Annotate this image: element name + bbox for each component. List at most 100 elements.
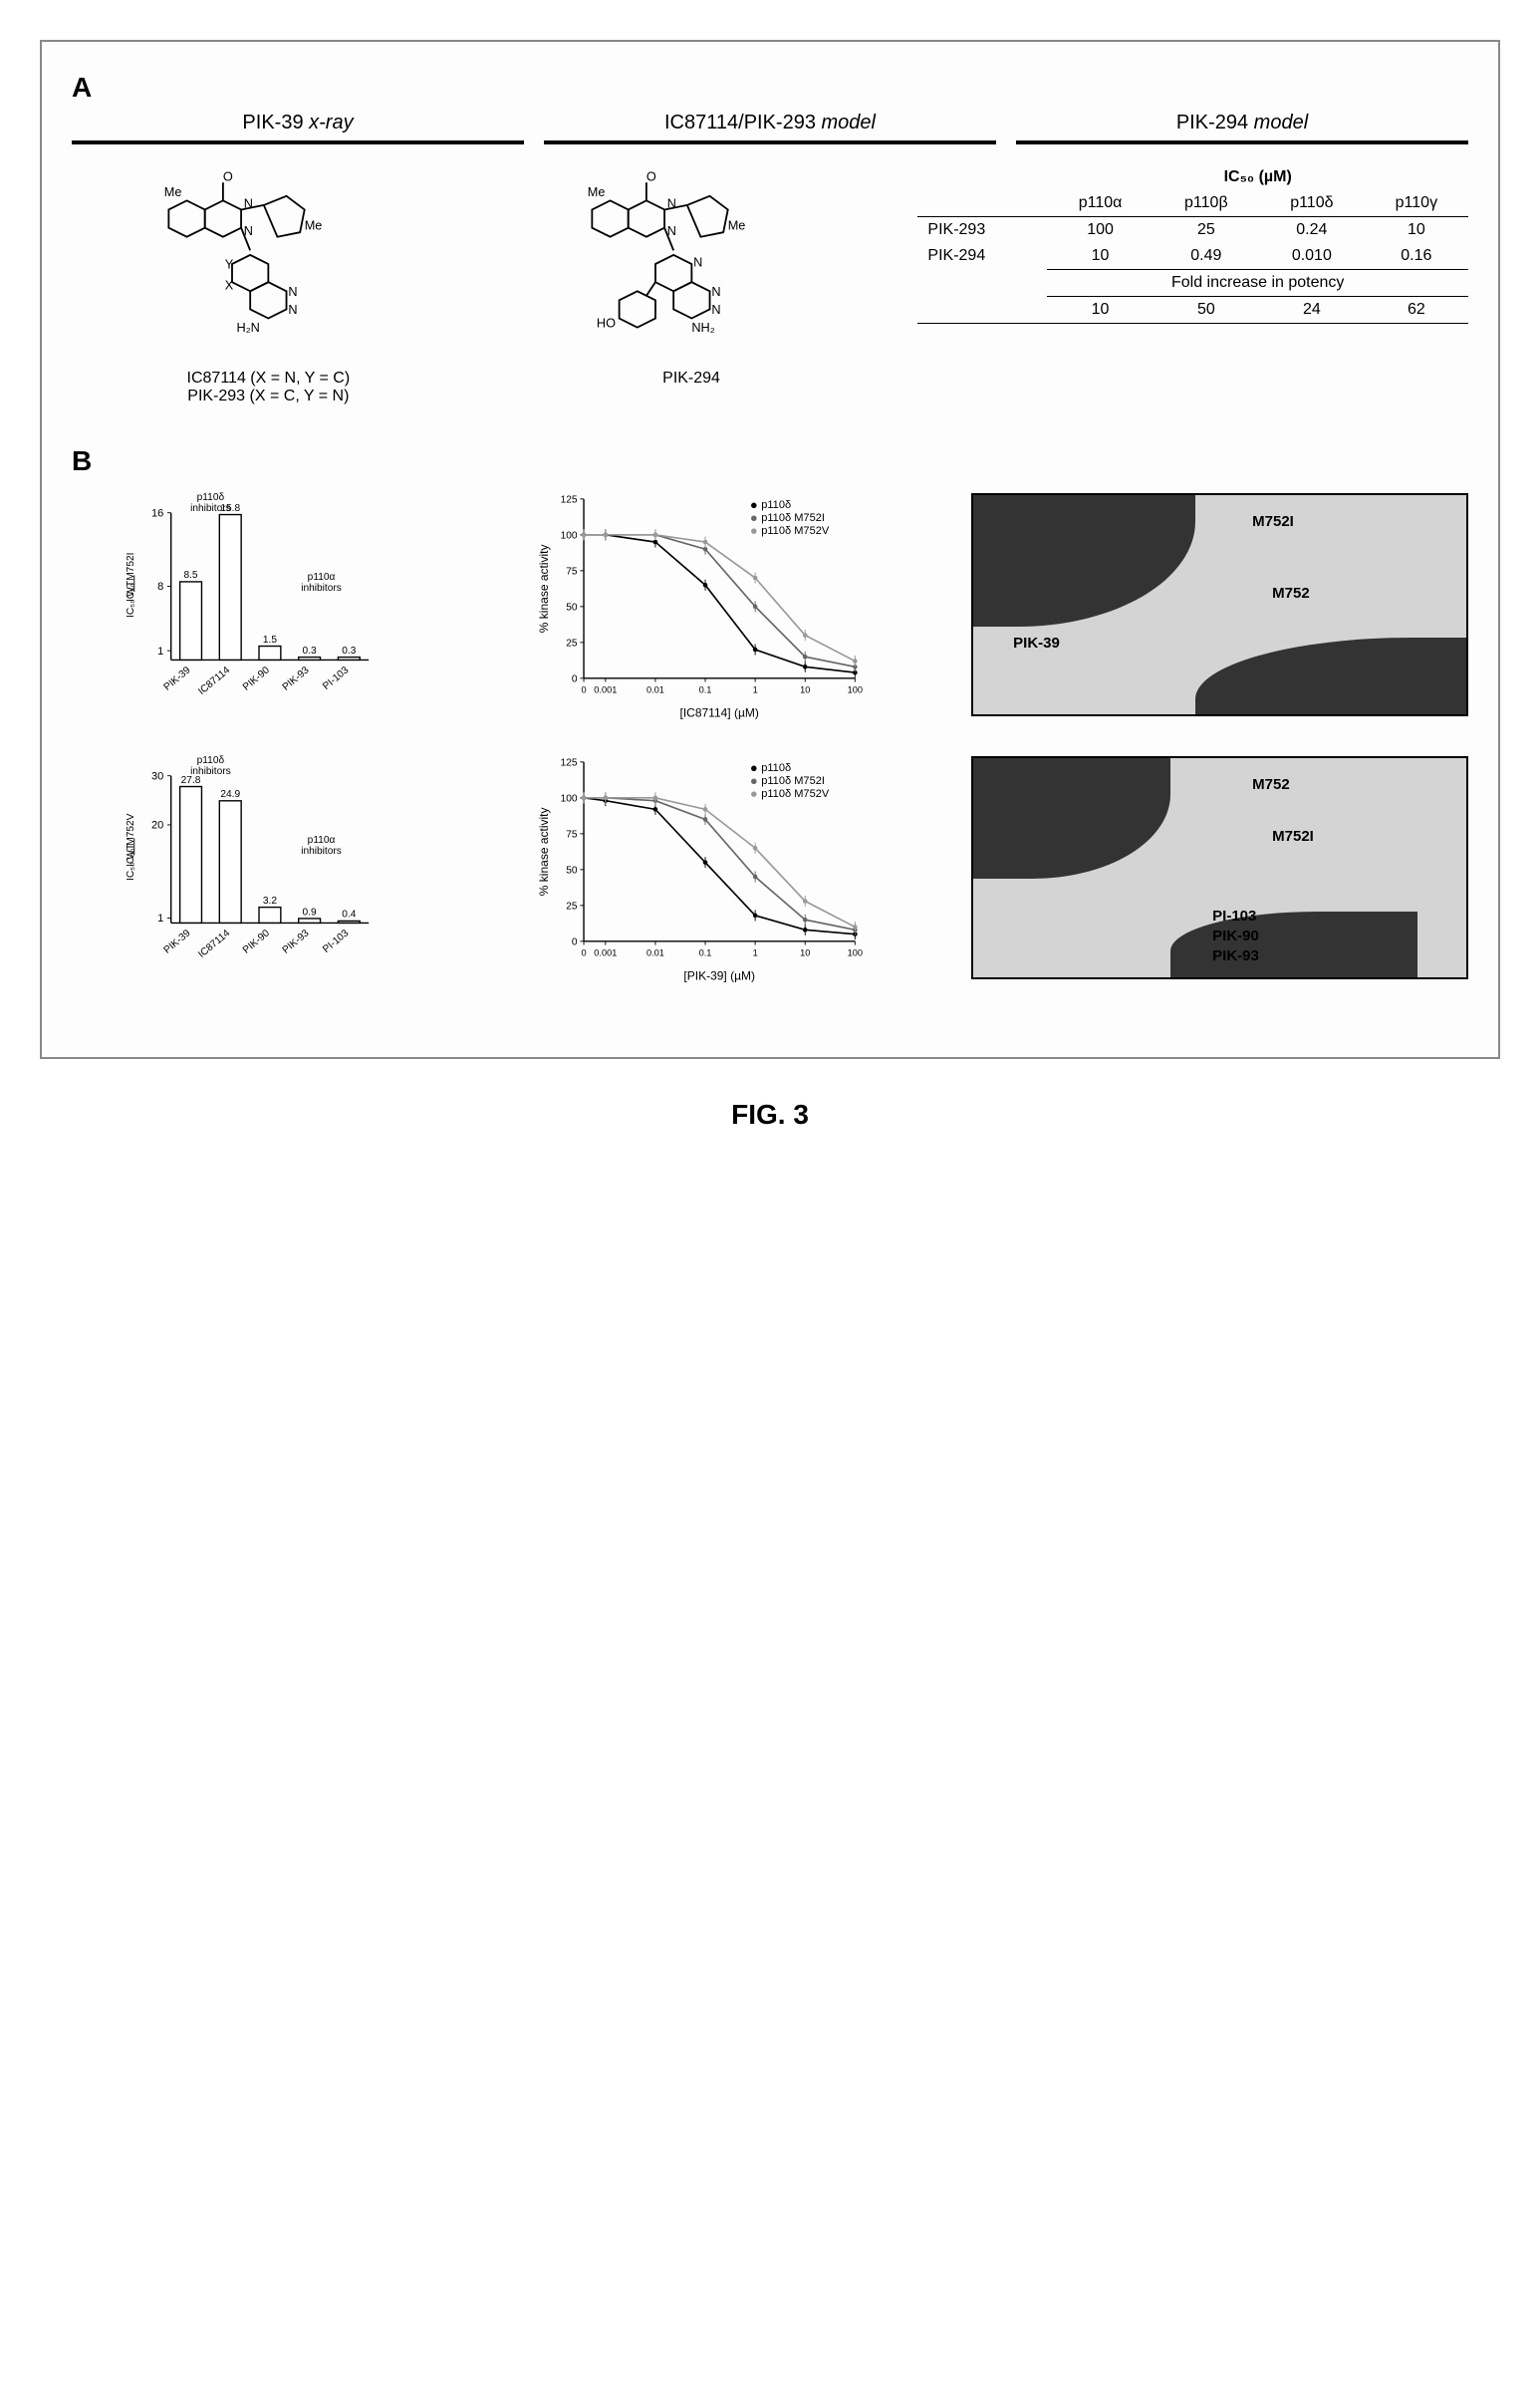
svg-text:0: 0 <box>582 948 587 958</box>
ic50-row-0-name: PIK-293 <box>917 217 1047 244</box>
mid-row: Me O N Me N Y X N N H₂N IC87114 (X = N, … <box>72 164 1468 405</box>
svg-text:0.1: 0.1 <box>699 685 712 695</box>
svg-text:0.001: 0.001 <box>595 948 618 958</box>
svg-text:50: 50 <box>567 603 579 614</box>
svg-text:3.2: 3.2 <box>263 896 277 907</box>
struct-1-label-4: PIK-93 <box>1212 947 1259 964</box>
svg-text:0: 0 <box>572 674 578 685</box>
svg-text:8.5: 8.5 <box>183 570 197 581</box>
svg-text:p110δ: p110δ <box>197 755 225 766</box>
svg-text:PIK-90: PIK-90 <box>241 665 272 693</box>
svg-text:[IC87114] (µM): [IC87114] (µM) <box>680 706 759 720</box>
chem1-y: Y <box>225 257 234 272</box>
crystal-col-1: IC87114/PIK-293 model E880 V882 <box>544 112 996 144</box>
chem1-o: O <box>223 168 233 183</box>
svg-text:p110δ: p110δ <box>762 499 792 511</box>
chem1-n4: N <box>288 302 297 317</box>
panel-b-label: B <box>72 445 1468 477</box>
crystal-col-0: PIK-39 x-ray E880 V882 <box>72 112 524 144</box>
dose-chart-0: 025507510012500.0010.010.1110100% kinase… <box>450 485 947 724</box>
ic50-col-1: p110β <box>1154 190 1259 217</box>
ic50-r0-v1: 25 <box>1154 217 1259 244</box>
svg-text:75: 75 <box>567 830 579 841</box>
chem1-me2: Me <box>305 217 323 232</box>
crystal-box-0: E880 V882 <box>72 140 524 144</box>
dose-chart-1: 025507510012500.0010.010.1110100% kinase… <box>450 748 947 987</box>
crystal-title-1-prefix: IC87114/PIK-293 <box>664 112 822 133</box>
ribbon-1b <box>1170 912 1416 977</box>
crystal-title-2: PIK-294 model <box>1016 112 1468 134</box>
svg-text:p110α: p110α <box>308 835 336 846</box>
chem2-me1: Me <box>588 184 606 199</box>
svg-text:100: 100 <box>848 685 863 695</box>
svg-text:inhibitors: inhibitors <box>301 846 342 857</box>
svg-text:50: 50 <box>567 866 579 877</box>
chem2-svg: Me O N Me N N N N NH₂ HO <box>495 164 889 364</box>
svg-text:100: 100 <box>561 794 578 805</box>
chem2-n1: N <box>667 196 676 211</box>
svg-text:IC87114: IC87114 <box>196 665 232 697</box>
chem1-x: X <box>225 277 234 292</box>
struct-0-label-1: M752 <box>1272 585 1310 602</box>
svg-text:75: 75 <box>567 567 579 578</box>
struct-1-label-0: M752 <box>1252 776 1290 793</box>
svg-text:% kinase activity: % kinase activity <box>537 807 551 896</box>
crystal-title-2-prefix: PIK-294 <box>1176 112 1254 133</box>
fold-label: Fold increase in potency <box>1047 270 1468 297</box>
struct-box-1: M752M752IPI-103PIK-90PIK-93 <box>971 756 1468 979</box>
chem2-n5: N <box>711 302 720 317</box>
chem2-n3: N <box>693 255 702 270</box>
svg-text:[PIK-39] (µM): [PIK-39] (µM) <box>684 969 756 983</box>
svg-text:1: 1 <box>753 685 758 695</box>
svg-text:% kinase activity: % kinase activity <box>537 544 551 633</box>
svg-text:p110δ M752I: p110δ M752I <box>762 775 826 787</box>
ic50-r0-v0: 100 <box>1047 217 1153 244</box>
svg-text:0.001: 0.001 <box>595 685 618 695</box>
chem2-oh: HO <box>597 316 616 331</box>
svg-text:0.1: 0.1 <box>699 948 712 958</box>
panel-a-label: A <box>72 72 1468 104</box>
chem1-caption: IC87114 (X = N, Y = C) PIK-293 (X = C, Y… <box>187 370 351 405</box>
chem2-n4: N <box>711 284 720 299</box>
struct-1-label-3: PIK-90 <box>1212 928 1259 944</box>
ic50-r1-v1: 0.49 <box>1154 243 1259 270</box>
b-grid: 1816IC₅₀ M752IIC₅₀ WT8.5PIK-3915.8IC8711… <box>72 485 1468 987</box>
chem2-caption: PIK-294 <box>662 370 720 388</box>
ic50-row-1-name: PIK-294 <box>917 243 1047 270</box>
chem1-me1: Me <box>164 184 182 199</box>
chem2-me2: Me <box>727 217 745 232</box>
svg-text:p110δ: p110δ <box>762 762 792 774</box>
chem1-nh2: H₂N <box>237 320 260 335</box>
svg-text:8: 8 <box>157 581 163 593</box>
svg-text:10: 10 <box>800 948 810 958</box>
crystal-col-2: PIK-294 model E880 V882 <box>1016 112 1468 144</box>
svg-text:100: 100 <box>561 531 578 542</box>
svg-text:p110δ M752V: p110δ M752V <box>762 525 831 537</box>
fold-v3: 62 <box>1365 297 1468 324</box>
svg-text:1: 1 <box>157 646 163 658</box>
svg-text:10: 10 <box>800 685 810 695</box>
svg-text:30: 30 <box>151 770 163 782</box>
chem1-caption-line1: IC87114 (X = N, Y = C) <box>187 370 351 388</box>
ic50-r1-v2: 0.010 <box>1259 243 1365 270</box>
chem1-n2: N <box>244 223 253 238</box>
chem-structure-1: Me O N Me N Y X N N H₂N IC87114 (X = N, … <box>72 164 465 405</box>
svg-text:PI-103: PI-103 <box>321 928 351 955</box>
chem1-n1: N <box>244 196 253 211</box>
svg-text:p110δ: p110δ <box>197 492 225 503</box>
svg-text:0.9: 0.9 <box>303 907 317 918</box>
figure-container: A PIK-39 x-ray E880 V882 IC87114/PIK-293… <box>40 40 1500 1059</box>
svg-text:20: 20 <box>151 820 163 832</box>
bar-chart-0: 1816IC₅₀ M752IIC₅₀ WT8.5PIK-3915.8IC8711… <box>72 485 426 724</box>
fold-row: 10 50 24 62 <box>917 297 1468 324</box>
ribbon-1a <box>973 758 1170 879</box>
struct-1-label-2: PI-103 <box>1212 908 1256 925</box>
svg-text:0.4: 0.4 <box>342 910 356 921</box>
crystal-title-2-italic: model <box>1254 112 1308 133</box>
svg-text:PIK-39: PIK-39 <box>162 928 193 956</box>
ic50-col-3: p110γ <box>1365 190 1468 217</box>
ribbon-0a <box>973 495 1195 627</box>
svg-text:100: 100 <box>848 948 863 958</box>
ic50-r0-v2: 0.24 <box>1259 217 1365 244</box>
svg-text:IC₅₀ WT: IC₅₀ WT <box>126 844 136 881</box>
